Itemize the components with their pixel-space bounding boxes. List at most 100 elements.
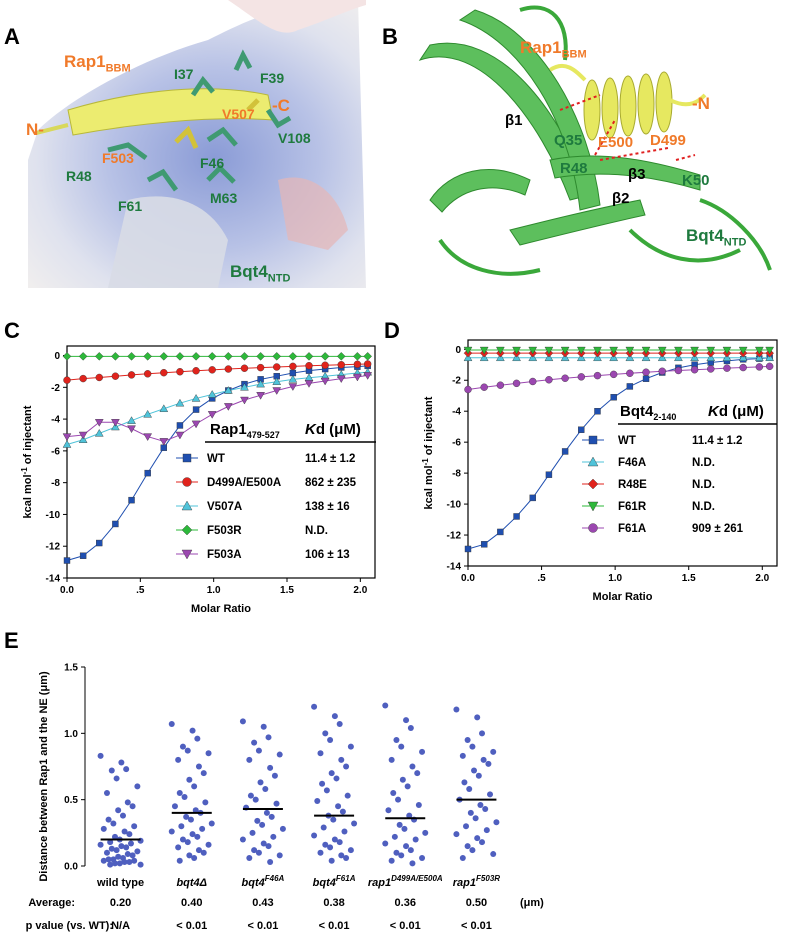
chart-c-data-point bbox=[94, 352, 104, 361]
chart-c-data-point bbox=[95, 373, 103, 382]
chart-c-legend-marker bbox=[181, 524, 193, 536]
chart-e-data-point bbox=[401, 825, 408, 832]
chart-c-legend-marker bbox=[181, 549, 193, 560]
chart-e-data-point bbox=[263, 809, 270, 816]
panel-a-residue-m63: M63 bbox=[210, 190, 238, 206]
chart-e-data-point bbox=[111, 833, 118, 840]
chart-e-data-point bbox=[390, 790, 397, 797]
chart-e-data-point bbox=[252, 796, 259, 803]
chart-e-data-point bbox=[311, 832, 318, 839]
chart-e-data-point bbox=[189, 727, 196, 734]
chart-e-data-point bbox=[477, 801, 484, 808]
chart-c-data-point bbox=[127, 371, 136, 379]
chart-e-data-point bbox=[347, 847, 354, 854]
chart-e-data-point bbox=[137, 861, 144, 868]
chart-c-data-point bbox=[176, 422, 184, 429]
chart-e-y-tick-label: 0.5 bbox=[64, 795, 78, 806]
chart-d-legend-kd: N.D. bbox=[692, 457, 715, 469]
panel-a-n-term: N- bbox=[26, 120, 44, 139]
chart-c-data-point bbox=[159, 352, 169, 361]
chart-e-data-point bbox=[192, 807, 199, 814]
chart-e-data-point bbox=[184, 747, 191, 754]
chart-d-data-point bbox=[513, 513, 520, 520]
chart-d-data-point bbox=[674, 366, 683, 375]
chart-e-data-point bbox=[179, 743, 186, 750]
chart-c-data-point bbox=[320, 377, 330, 386]
chart-e-data-point bbox=[239, 836, 246, 843]
chart-c-data-point bbox=[336, 352, 346, 361]
chart-e-data-point bbox=[105, 856, 112, 863]
chart-e-data-point bbox=[176, 790, 183, 797]
panel-b-bqt4-label: Bqt4NTD bbox=[686, 226, 747, 249]
chart-e-y-axis-label: Distance between Rap1 and the NE (μm) bbox=[38, 671, 50, 882]
chart-c-data-point bbox=[111, 352, 120, 361]
chart-d-data-point bbox=[641, 346, 651, 355]
chart-e-data-point bbox=[415, 801, 422, 808]
chart-e-data-point bbox=[327, 844, 334, 851]
chart-c-data-point bbox=[94, 419, 104, 427]
chart-d-plot-frame bbox=[467, 339, 778, 567]
chart-e-data-point bbox=[195, 763, 202, 770]
chart-e-data-point bbox=[461, 779, 468, 786]
chart-e-data-point bbox=[124, 799, 131, 806]
chart-c-data-point bbox=[207, 411, 217, 419]
chart-c-data-point bbox=[363, 360, 372, 368]
chart-e-data-point bbox=[487, 791, 494, 798]
chart-c-data-point bbox=[127, 425, 136, 434]
panel-a-illustration bbox=[28, 0, 366, 288]
chart-e-data-point bbox=[168, 828, 175, 835]
chart-c-data-point bbox=[144, 469, 151, 477]
chart-c-data-point bbox=[223, 403, 233, 411]
chart-d-data-point bbox=[496, 346, 505, 355]
chart-c-legend-kd-header: Kd (μM) bbox=[305, 421, 361, 438]
chart-d-data-point bbox=[657, 346, 667, 355]
chart-c-x-tick-label: .5 bbox=[136, 585, 145, 596]
chart-e-data-point bbox=[259, 821, 266, 828]
chart-e-data-point bbox=[327, 736, 334, 743]
chart-e-data-point bbox=[466, 786, 473, 793]
chart-c-data-point bbox=[208, 366, 216, 374]
panel-a-residue-f46: F46 bbox=[200, 155, 225, 171]
chart-d-data-point bbox=[578, 426, 585, 433]
chart-d-data-point bbox=[593, 371, 602, 380]
chart-d-legend-name: WT bbox=[618, 435, 636, 447]
chart-c-data-point bbox=[143, 370, 152, 378]
chart-e-data-point bbox=[251, 847, 258, 854]
chart-d-x-tick-label: 1.0 bbox=[608, 573, 622, 584]
chart-c-data-point bbox=[207, 390, 217, 398]
chart-c-data-point bbox=[353, 373, 362, 382]
chart-e-pvalue: < 0.01 bbox=[390, 920, 421, 932]
chart-c-legend-kd: 138 ± 16 bbox=[305, 501, 350, 513]
chart-d-y-tick-label: -2 bbox=[452, 376, 461, 387]
chart-c-legend-name: F503A bbox=[207, 549, 242, 561]
chart-d-data-point bbox=[463, 346, 473, 355]
chart-d-data-point bbox=[545, 471, 553, 478]
chart-e-data-point bbox=[184, 839, 191, 846]
chart-c-series-line bbox=[66, 371, 368, 446]
chart-e-data-point bbox=[406, 812, 413, 819]
chart-e-data-point bbox=[419, 748, 426, 755]
chart-e-data-point bbox=[419, 855, 426, 862]
chart-e-data-point bbox=[398, 852, 405, 859]
chart-e-data-point bbox=[205, 841, 212, 848]
chart-e-data-point bbox=[474, 714, 481, 721]
chart-e-data-point bbox=[493, 819, 500, 826]
chart-e-data-point bbox=[464, 843, 471, 850]
chart-e-data-point bbox=[395, 796, 402, 803]
chart-c-data-point bbox=[78, 352, 88, 361]
chart-c-data-point bbox=[191, 352, 201, 361]
chart-d-data-point bbox=[512, 379, 521, 388]
chart-e-data-point bbox=[126, 831, 133, 838]
chart-c-x-tick-label: 1.5 bbox=[280, 585, 294, 596]
chart-e-data-point bbox=[317, 750, 324, 757]
chart-c-data-point bbox=[160, 368, 168, 377]
chart-d-data-point bbox=[723, 364, 731, 372]
chart-e-data-point bbox=[254, 817, 261, 824]
chart-d-x-axis-label: Molar Ratio bbox=[593, 591, 653, 603]
chart-e-data-point bbox=[471, 767, 478, 774]
chart-e-data-point bbox=[335, 803, 342, 810]
chart-e-average-value: 0.38 bbox=[323, 897, 344, 909]
chart-e-data-point bbox=[100, 857, 107, 864]
chart-c-data-point bbox=[111, 372, 120, 380]
chart-d-x-tick-label: .5 bbox=[537, 573, 546, 584]
